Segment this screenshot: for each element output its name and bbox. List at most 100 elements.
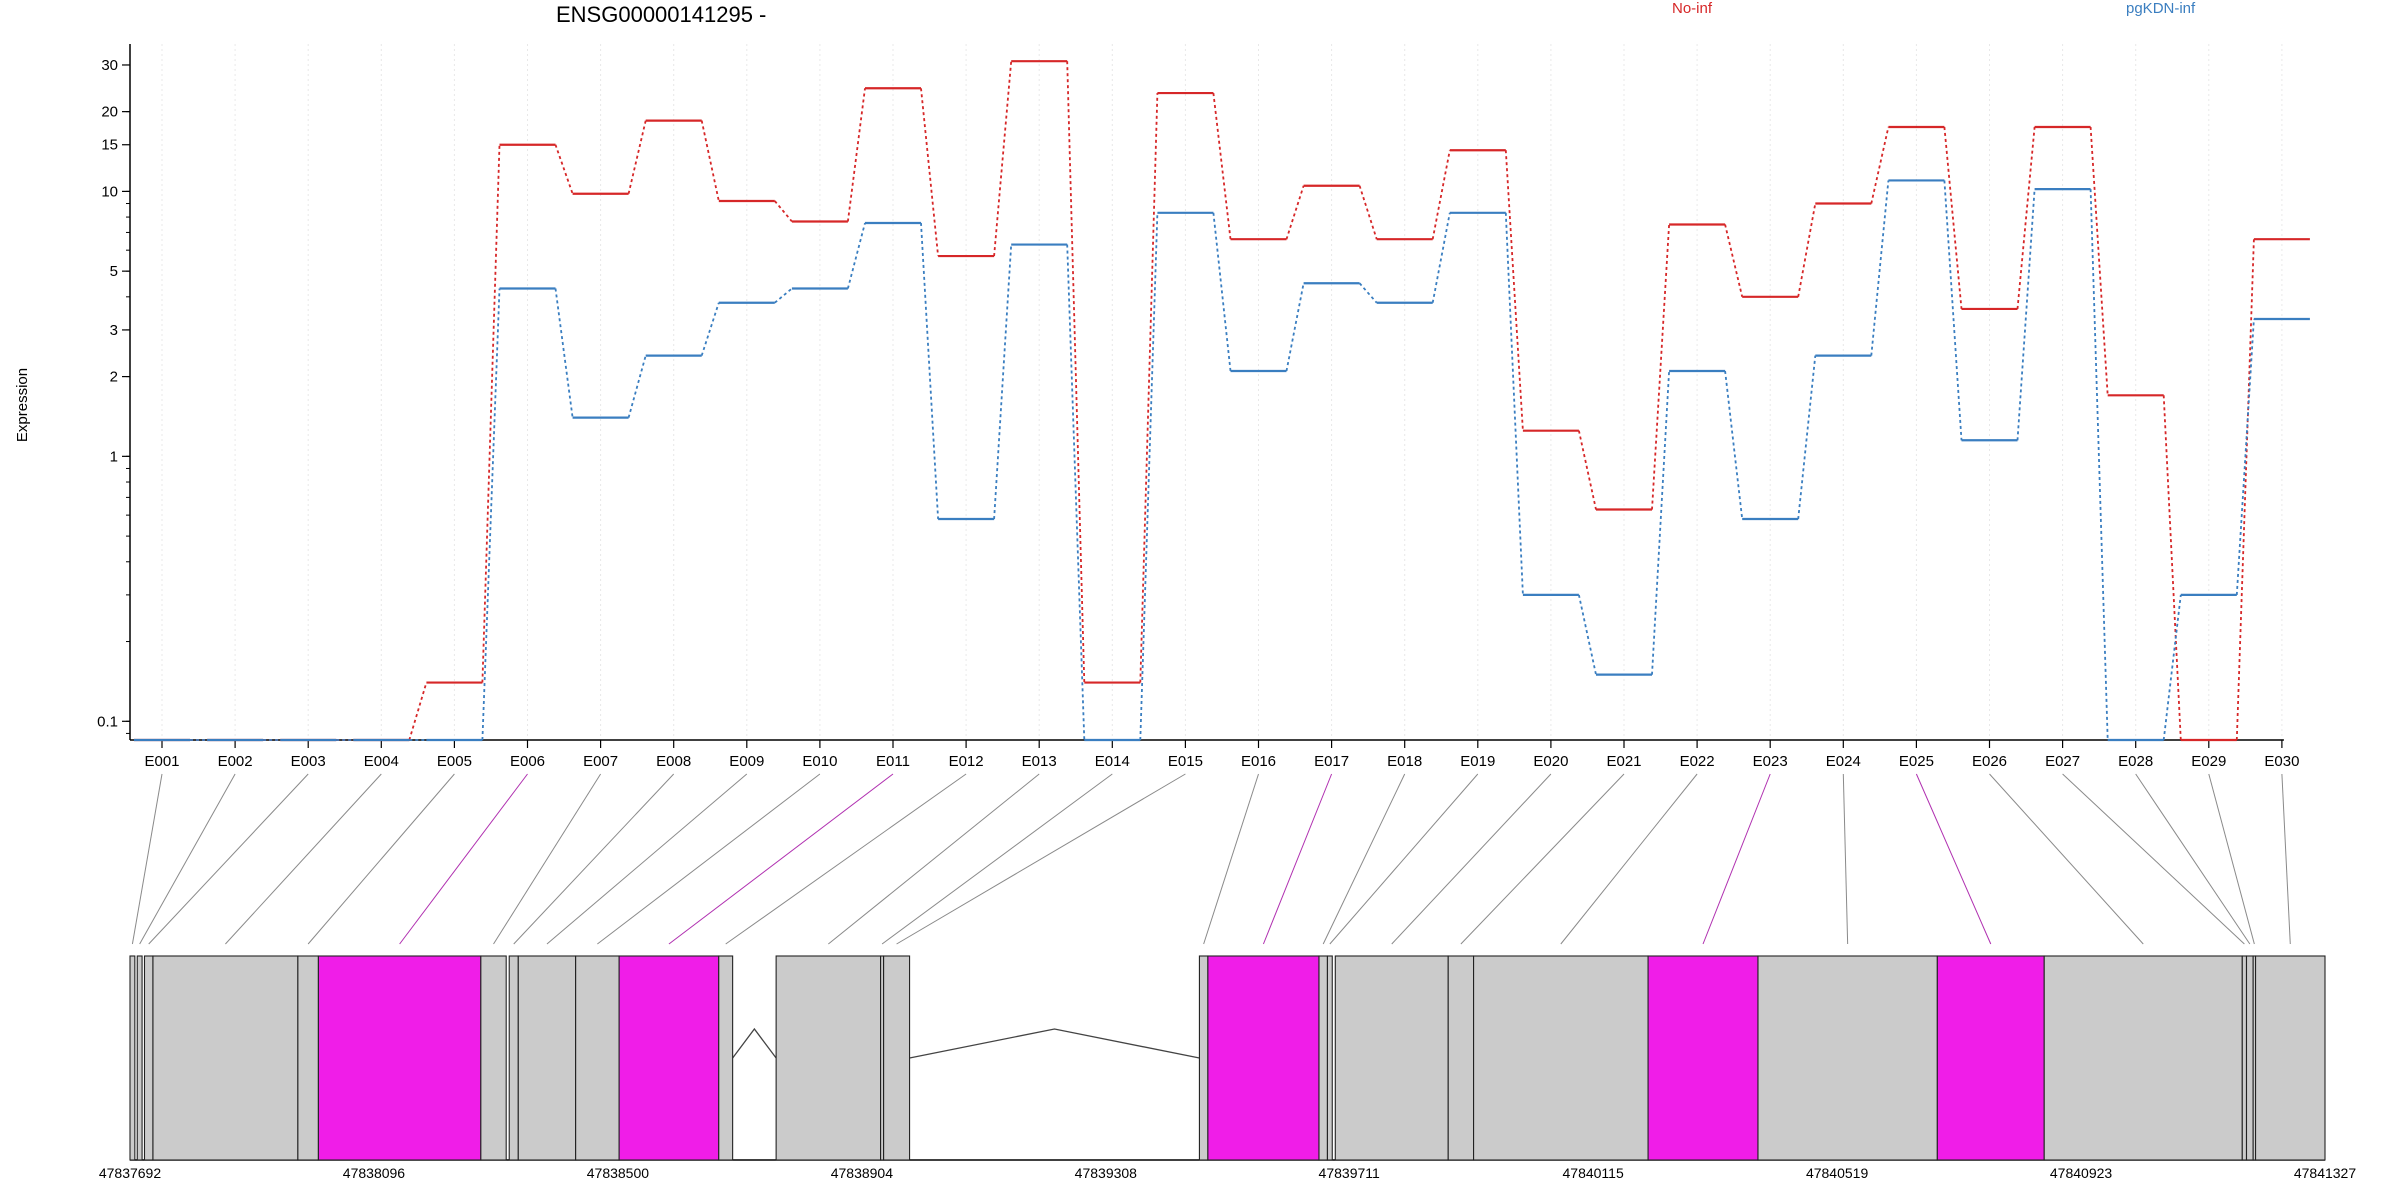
connector-E011 (668, 773, 894, 945)
series-pgkdn-inf-join-E012 (993, 244, 1013, 520)
connector-E020 (1391, 773, 1552, 945)
exon-block-E002 (136, 955, 143, 1161)
connector-E019 (1329, 773, 1479, 945)
series-pgkdn-inf-join-E029 (2235, 318, 2255, 595)
gene-coordinate-label: 47838904 (831, 1165, 894, 1181)
x-tick-label-E007: E007 (583, 753, 618, 770)
x-tick-label-E011: E011 (876, 753, 910, 770)
x-tick-label-E017: E017 (1314, 753, 1349, 770)
y-tick-label-1: 1 (110, 448, 118, 465)
series-no-inf-join-E017 (1358, 185, 1378, 240)
x-tick-label-E012: E012 (949, 753, 984, 770)
exon-block-E003 (143, 955, 154, 1161)
exon-block-E016 (1198, 955, 1209, 1161)
exon-block-E009 (517, 955, 577, 1161)
connector-layer (131, 773, 2291, 945)
exon-block-E030 (2255, 955, 2326, 1161)
y-tick-label-10: 10 (101, 183, 118, 200)
series-no-inf-join-E020 (1578, 430, 1597, 510)
connector-E013 (828, 773, 1040, 945)
connector-E024 (1842, 773, 1849, 945)
exon-block-E018 (1318, 955, 1328, 1161)
x-tick-label-E005: E005 (437, 753, 472, 770)
connector-E015 (896, 773, 1186, 945)
exon-block-E027 (2241, 955, 2248, 1161)
connector-E003 (148, 773, 309, 945)
gene-coordinate-label: 47840115 (1563, 1165, 1624, 1181)
connector-E022 (1560, 773, 1698, 945)
series-no-inf-join-E007 (627, 120, 647, 194)
series-layer (134, 60, 2310, 742)
legend-label-no-inf: No-inf (1672, 0, 1713, 17)
series-pgkdn-inf-join-E005 (481, 288, 501, 741)
exon-block-E021 (1447, 955, 1475, 1161)
x-tick-label-E004: E004 (364, 753, 399, 770)
connector-E009 (546, 773, 748, 945)
connector-E017 (1262, 773, 1333, 945)
gene-coordinate-label: 47838500 (587, 1165, 650, 1181)
gene-coordinate-label: 47837692 (99, 1165, 162, 1181)
exon-block-E025 (1936, 955, 2045, 1161)
x-tick-label-E025: E025 (1899, 753, 1934, 770)
y-tick-label-30: 30 (101, 57, 118, 74)
series-pgkdn-inf-join-E013 (1066, 244, 1086, 741)
x-tick-label-E020: E020 (1533, 753, 1568, 770)
series-no-inf-join-E005 (481, 144, 501, 683)
series-no-inf-join-E029 (2235, 239, 2255, 741)
gene-model: 47837692 47838096 47838500 47838904 47839308… (99, 955, 2357, 1181)
series-no-inf-join-E022 (1724, 224, 1744, 298)
exon-block-E017 (1207, 955, 1320, 1161)
exon-block-E005 (297, 955, 319, 1161)
y-tick-label-3: 3 (110, 322, 118, 339)
series-no-inf-join-E004 (408, 682, 428, 741)
series-pgkdn-inf-join-E006 (554, 288, 574, 418)
exon-block-E013 (775, 955, 882, 1161)
y-tick-label-20: 20 (101, 104, 118, 121)
axis-layer: 0.1 1 2 3 5 10 15 20 30 E001 E002 E003 E004 E005 E006 E… (97, 44, 2299, 770)
series-no-inf (134, 60, 2310, 742)
intron-line-1 (732, 1027, 777, 1059)
series-pgkdn-inf-join-E009 (774, 287, 793, 304)
x-tick-label-E008: E008 (656, 753, 691, 770)
exon-block-E010 (575, 955, 620, 1161)
series-pgkdn-inf-join-E023 (1797, 355, 1817, 520)
series-no-inf-join-E010 (847, 88, 866, 222)
gene-coordinate-label: 47841327 (2294, 1165, 2357, 1181)
exon-block-E023 (1647, 955, 1759, 1161)
connector-E006 (399, 773, 528, 945)
series-pgkdn-inf-join-E027 (2089, 189, 2109, 741)
x-tick-label-E015: E015 (1168, 753, 1203, 770)
x-tick-label-E014: E014 (1095, 753, 1130, 770)
y-axis-label: Expression (14, 368, 31, 442)
series-no-inf-join-E021 (1651, 224, 1670, 510)
series-pgkdn-inf-join-E008 (700, 302, 720, 356)
series-no-inf-join-E013 (1066, 61, 1086, 683)
series-no-inf-join-E012 (993, 61, 1013, 257)
exon-block-E001 (129, 955, 136, 1161)
connector-E018 (1322, 773, 1406, 945)
connector-E012 (725, 773, 967, 945)
x-tick-label-E024: E024 (1826, 753, 1861, 770)
gene-coordinate-label: 47839308 (1075, 1165, 1138, 1181)
series-pgkdn-inf-join-E024 (1870, 180, 1890, 356)
series-no-inf-join-E027 (2089, 126, 2109, 396)
exon-block-E006 (317, 955, 482, 1161)
x-tick-label-E027: E027 (2045, 753, 2080, 770)
series-pgkdn-inf-join-E011 (920, 222, 939, 520)
exon-block-E022 (1473, 955, 1649, 1161)
series-no-inf-join-E023 (1797, 203, 1817, 297)
connector-E028 (2135, 773, 2251, 945)
connector-E021 (1460, 773, 1625, 945)
connector-E005 (307, 773, 455, 945)
x-tick-label-E021: E021 (1606, 753, 1641, 770)
series-pgkdn-inf-join-E026 (2016, 189, 2036, 441)
x-tick-label-E013: E013 (1022, 753, 1057, 770)
x-tick-label-E029: E029 (2191, 753, 2226, 770)
exon-block-E011 (618, 955, 720, 1161)
exon-block-E007 (480, 955, 507, 1161)
connector-E002 (139, 773, 236, 945)
series-no-inf-join-E016 (1285, 185, 1305, 240)
exon-block-E026 (2043, 955, 2243, 1161)
